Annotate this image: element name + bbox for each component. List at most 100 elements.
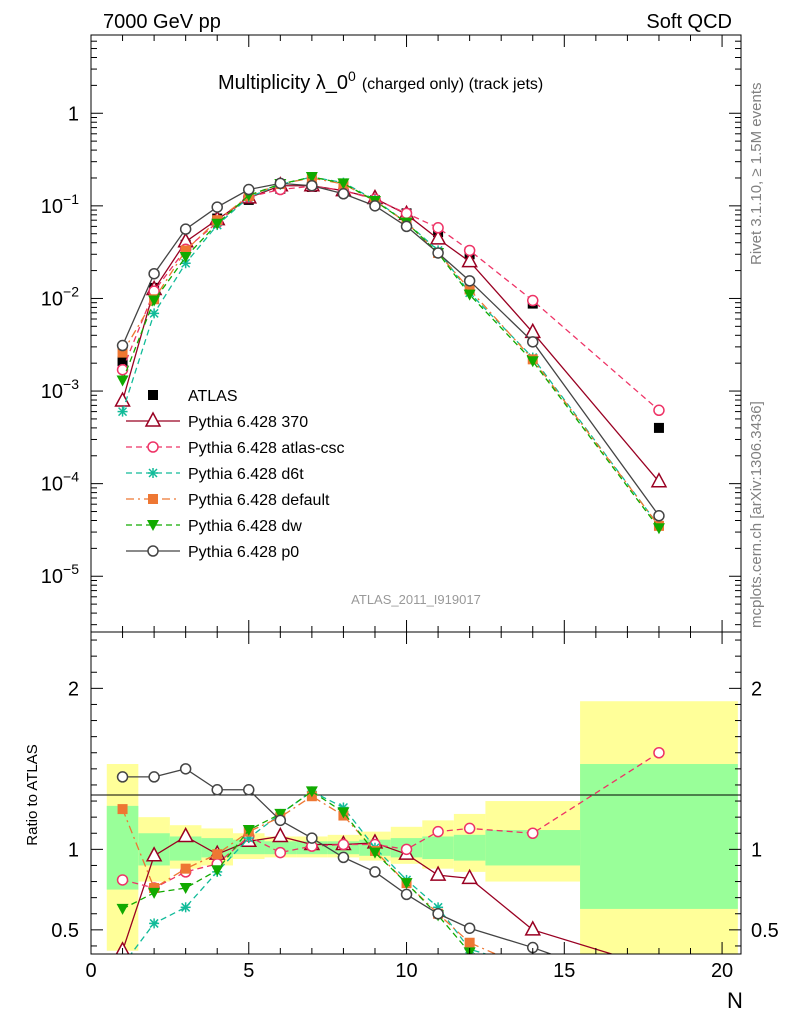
- main-point-pythia-6-428-dw: [652, 523, 665, 535]
- main-point-pythia-6-428-dw: [463, 289, 476, 301]
- legend-label-pythia-6-428-default: Pythia 6.428 default: [188, 492, 330, 509]
- main-point-pythia-6-428-d6t: [149, 308, 160, 319]
- main-point-pythia-6-428-370: [114, 391, 131, 407]
- main-point-pythia-6-428-dw: [179, 252, 192, 264]
- main-point-pythia-6-428-atlas-csc: [653, 404, 665, 417]
- ratio-y-tick-label-right: 0.5: [751, 920, 779, 942]
- ratio-point-pythia-6-428-dw: [148, 887, 161, 899]
- main-point-pythia-6-428-p0: [400, 220, 413, 233]
- main-point-pythia-6-428-p0: [463, 275, 476, 287]
- main-point-pythia-6-428-p0: [243, 183, 255, 196]
- ratio-point-pythia-6-428-370: [177, 826, 194, 843]
- ratio-point-pythia-6-428-dw: [274, 808, 287, 820]
- ratio-uncertainty-bands: [106, 701, 738, 954]
- ratio-point-pythia-6-428-atlas-csc: [337, 838, 350, 851]
- ratio-point-pythia-6-428-d6t: [180, 902, 191, 913]
- main-point-pythia-6-428-p0: [306, 179, 318, 192]
- header-left: 7000 GeV pp: [103, 11, 221, 33]
- legend: ATLAS Pythia 6.428 370 Pythia 6.428 atlas-…: [126, 388, 345, 561]
- analysis-label: ATLAS_2011_I919017: [351, 592, 481, 607]
- main-line-pythia-6-428-d6t: [121, 176, 660, 527]
- main-point-pythia-6-428-370: [461, 252, 478, 268]
- ratio-line-pythia-6-428-d6t: [130, 790, 488, 954]
- main-point-pythia-6-428-atlas-csc: [400, 207, 413, 220]
- main-point-pythia-6-428-dw: [148, 295, 161, 307]
- ratio-point-pythia-6-428-370: [145, 846, 163, 862]
- legend-marker-pythia-6-428-atlas-csc: [147, 441, 159, 453]
- main-point-pythia-6-428-p0: [653, 510, 665, 522]
- x-axis-tick-labels: 0 5 10 15 20: [85, 35, 733, 982]
- main-point-pythia-6-428-dw: [337, 178, 350, 190]
- main-point-pythia-6-428-d6t: [117, 406, 128, 417]
- legend-label-pythia-6-428-dw: Pythia 6.428 dw: [188, 518, 302, 535]
- ratio-point-pythia-6-428-dw: [116, 903, 129, 915]
- main-point-pythia-6-428-default: [117, 347, 128, 358]
- ratio-y-tick-label-right: 2: [751, 678, 762, 700]
- main-point-pythia-6-428-p0: [526, 336, 539, 348]
- main-point-pythia-6-428-default: [180, 245, 191, 256]
- main-line-pythia-6-428-370: [121, 185, 660, 483]
- main-point-pythia-6-428-atlas-csc: [463, 244, 476, 257]
- ratio-point-pythia-6-428-p0: [432, 908, 444, 920]
- ratio-point-pythia-6-428-370: [429, 865, 447, 881]
- ratio-band-inner: [453, 834, 486, 861]
- ratio-point-pythia-6-428-atlas-csc: [400, 843, 413, 856]
- ratio-point-pythia-6-428-atlas-csc: [463, 822, 476, 835]
- ratio-line-pythia-6-428-dw: [122, 790, 478, 954]
- ratio-series-group: [115, 747, 665, 954]
- y-tick-label: 10−3: [41, 376, 79, 403]
- legend-marker-pythia-6-428-370: [144, 411, 162, 427]
- x-tick-label: 20: [711, 960, 733, 982]
- main-axis-ticks: 1 10−1 10−2 10−3 10−4 10−5: [41, 34, 741, 626]
- ratio-band-inner: [580, 764, 738, 909]
- legend-label-pythia-6-428-370: Pythia 6.428 370: [188, 414, 308, 431]
- ratio-point-pythia-6-428-dw: [211, 865, 224, 877]
- main-point-pythia-6-428-dw: [116, 375, 129, 387]
- main-line-pythia-6-428-default: [121, 177, 660, 527]
- main-point-pythia-6-428-p0: [369, 200, 381, 212]
- main-point-pythia-6-428-atlas-csc: [526, 294, 539, 307]
- main-point-pythia-6-428-370: [429, 229, 447, 245]
- legend-label-pythia-6-428-atlas-csc: Pythia 6.428 atlas-csc: [188, 440, 345, 457]
- ratio-point-pythia-6-428-p0: [369, 866, 381, 878]
- mcplots-label: mcplots.cern.ch [arXiv:1306.3436]: [748, 401, 765, 628]
- main-point-pythia-6-428-dw: [526, 356, 539, 368]
- y-tick-label: 10−5: [41, 561, 79, 588]
- main-series-group: [114, 171, 668, 535]
- main-line-pythia-6-428-p0: [121, 182, 660, 517]
- main-point-pythia-6-428-p0: [116, 339, 129, 352]
- ratio-y-tick-label-right: 1: [751, 839, 762, 861]
- ratio-panel: 0.5 0.5 1 1 2 2 Ratio to ATLAS: [24, 631, 779, 955]
- ratio-point-pythia-6-428-atlas-csc: [526, 827, 539, 839]
- main-point-pythia-6-428-p0: [337, 188, 350, 200]
- ratio-point-pythia-6-428-dw: [305, 786, 318, 798]
- ratio-point-pythia-6-428-p0: [243, 784, 255, 796]
- header-right: Soft QCD: [646, 11, 732, 33]
- y-tick-label: 10−2: [41, 283, 79, 310]
- ratio-y-tick-label-left: 2: [68, 678, 79, 700]
- main-point-atlas: [653, 422, 664, 433]
- main-point-pythia-6-428-atlas-csc: [432, 222, 444, 234]
- main-line-pythia-6-428-atlas-csc: [121, 185, 660, 411]
- ratio-point-pythia-6-428-atlas-csc: [653, 747, 665, 759]
- ratio-point-pythia-6-428-p0: [400, 888, 413, 901]
- ratio-y-tick-label-left: 1: [68, 839, 79, 861]
- x-tick-label: 0: [85, 960, 96, 982]
- y-tick-label: 1: [68, 103, 79, 125]
- x-axis-label: N: [727, 988, 743, 1013]
- x-tick-label: 5: [243, 960, 254, 982]
- main-point-pythia-6-428-dw: [211, 218, 224, 230]
- ratio-point-pythia-6-428-370: [524, 920, 542, 936]
- ratio-point-pythia-6-428-p0: [337, 851, 350, 864]
- ratio-frame: [90, 631, 742, 955]
- ratio-point-pythia-6-428-default: [117, 804, 128, 815]
- x-tick-label: 10: [395, 960, 417, 982]
- ratio-point-pythia-6-428-p0: [148, 771, 160, 783]
- ratio-point-pythia-6-428-atlas-csc: [432, 825, 444, 838]
- ratio-point-pythia-6-428-default: [464, 937, 475, 948]
- main-point-pythia-6-428-p0: [274, 177, 287, 190]
- main-point-pythia-6-428-p0: [148, 267, 160, 280]
- legend-label-pythia-6-428-p0: Pythia 6.428 p0: [188, 544, 299, 561]
- main-point-pythia-6-428-370: [650, 472, 668, 488]
